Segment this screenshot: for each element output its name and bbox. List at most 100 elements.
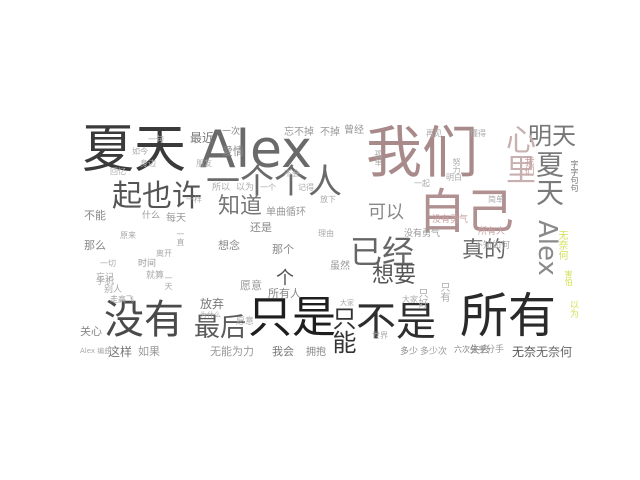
word: 没有 <box>104 297 184 343</box>
word: 如果 <box>138 345 160 358</box>
word: 不知如何 <box>474 241 511 251</box>
word: 努力 <box>452 158 461 174</box>
word: 多少 <box>400 347 419 357</box>
word: 手机 <box>96 277 115 287</box>
word: 无奈何 <box>536 345 573 359</box>
word: 只是 <box>248 292 336 343</box>
word: 一个个人 <box>206 162 342 202</box>
word: 忘记 <box>96 273 115 283</box>
word: 曾经 <box>344 125 364 136</box>
word: 我们 <box>522 156 533 176</box>
word: 一句 <box>148 135 164 144</box>
word: 没有勇气 <box>432 215 469 225</box>
word: 简单 <box>488 195 504 204</box>
word: 可以 <box>368 202 404 223</box>
word: 再见 <box>426 129 442 138</box>
word: 一天 <box>164 274 173 290</box>
word: 一个 <box>260 183 276 192</box>
word: 不能 <box>84 209 106 222</box>
word: Alex <box>200 120 312 180</box>
word: 无能为力 <box>210 345 254 358</box>
word: 最近 <box>190 131 215 145</box>
word: 只好 <box>416 288 427 308</box>
word: 为什么 <box>200 311 221 319</box>
word: 分手 <box>486 345 505 355</box>
word: 离开 <box>156 249 172 258</box>
word: 回忆 <box>110 167 126 176</box>
word: 如今 <box>132 147 148 156</box>
word: 心里 <box>500 124 535 184</box>
word: 关心 <box>80 325 102 338</box>
word: 不是 <box>356 299 436 345</box>
word: 所有人 <box>268 287 301 300</box>
word: 大家 <box>340 299 354 307</box>
word: 世界 <box>372 331 388 340</box>
word: 只能 <box>328 306 356 354</box>
word: 六次分手 <box>454 345 486 354</box>
word: 知道 <box>218 194 263 219</box>
word: 拥抱 <box>306 347 326 358</box>
word: 大家 <box>402 295 418 304</box>
word: 不掉 <box>320 127 340 138</box>
word: 原来 <box>120 231 136 240</box>
word: 失去 <box>470 345 490 356</box>
word: 一切 <box>100 259 116 268</box>
word: 还是 <box>250 221 272 234</box>
word: 那么 <box>84 239 106 252</box>
word: 已经 <box>350 233 415 271</box>
word: 理由 <box>318 229 334 238</box>
word: 多少次 <box>420 347 448 357</box>
word: 所以 <box>212 183 231 193</box>
word: 愿意 <box>240 279 262 292</box>
word: 自己 <box>418 184 515 240</box>
word: 字字句句 <box>570 160 579 192</box>
word: 朋友 <box>196 159 212 168</box>
word: 害怕 <box>564 270 573 286</box>
word: 就算 <box>146 271 165 281</box>
word: 起也许 <box>112 179 202 214</box>
word: 我会 <box>272 345 294 358</box>
word: 那个 <box>272 243 294 256</box>
word: 明白 <box>446 173 462 182</box>
word: 个 <box>276 268 294 289</box>
word: 不会 <box>284 169 300 178</box>
word: 记得 <box>298 183 314 192</box>
word: 忘不掉 <box>284 127 314 138</box>
word: 一次 <box>222 127 241 137</box>
word: Alex 编曲 <box>80 347 112 355</box>
word: 我们 <box>366 121 478 186</box>
word: 无奈何 <box>556 230 567 260</box>
word: 懂得 <box>470 129 486 138</box>
word: 一起 <box>414 179 430 188</box>
word: 放下 <box>320 195 336 204</box>
word: 想要 <box>372 263 417 288</box>
word: 什么 <box>142 211 161 221</box>
word: 爱情 <box>222 145 244 158</box>
word: 所有人 <box>478 227 506 237</box>
word: 愿意 <box>236 317 255 327</box>
word: 一样 <box>186 195 202 204</box>
word: 没有勇气 <box>404 229 441 239</box>
word: 虽然 <box>330 261 350 272</box>
word: 只有 <box>438 282 449 302</box>
word: 真的 <box>462 238 507 263</box>
word: 以为 <box>236 183 255 193</box>
word: 每天 <box>166 213 186 224</box>
word: 单曲循环 <box>266 207 306 218</box>
word: 夏天 <box>82 120 187 180</box>
word: 夏天 <box>532 150 565 206</box>
word: Alex <box>532 220 562 276</box>
word: 想念 <box>218 239 240 252</box>
word: 一直 <box>176 230 185 246</box>
word: 走高飞 <box>110 295 134 304</box>
word: 时间 <box>138 259 157 269</box>
word: 别人 <box>104 285 123 295</box>
word: 这样 <box>108 345 133 359</box>
word: 明天 <box>528 122 576 150</box>
word: 无奈 <box>512 345 537 359</box>
word: 以为 <box>568 300 578 318</box>
word: 最后 <box>194 313 247 343</box>
word: 身边 <box>140 159 156 168</box>
word: 放弃 <box>200 297 225 311</box>
